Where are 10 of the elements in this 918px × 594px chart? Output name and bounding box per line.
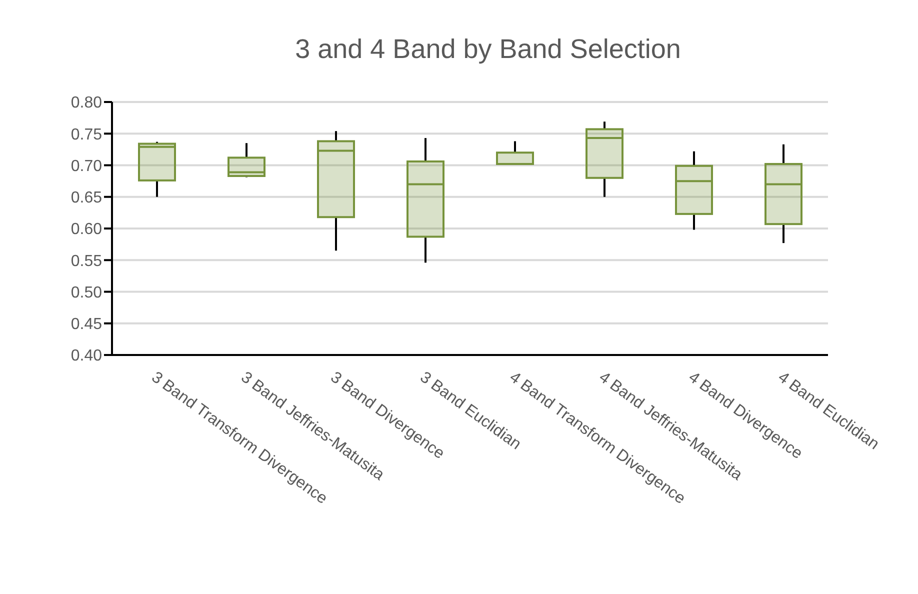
chart-title: 3 and 4 Band by Band Selection	[294, 34, 682, 65]
y-tick-label: 0.55	[70, 252, 102, 270]
y-tick-label: 0.60	[70, 221, 102, 238]
y-tick-label: 0.45	[70, 316, 102, 334]
y-tick-label: 0.40	[70, 348, 102, 365]
y-tick-label: 0.80	[70, 94, 102, 112]
y-tick-label: 0.50	[70, 284, 102, 302]
y-tick-label: 0.70	[70, 158, 102, 175]
y-tick-label: 0.65	[70, 190, 102, 207]
y-tick-label: 0.75	[70, 126, 102, 144]
